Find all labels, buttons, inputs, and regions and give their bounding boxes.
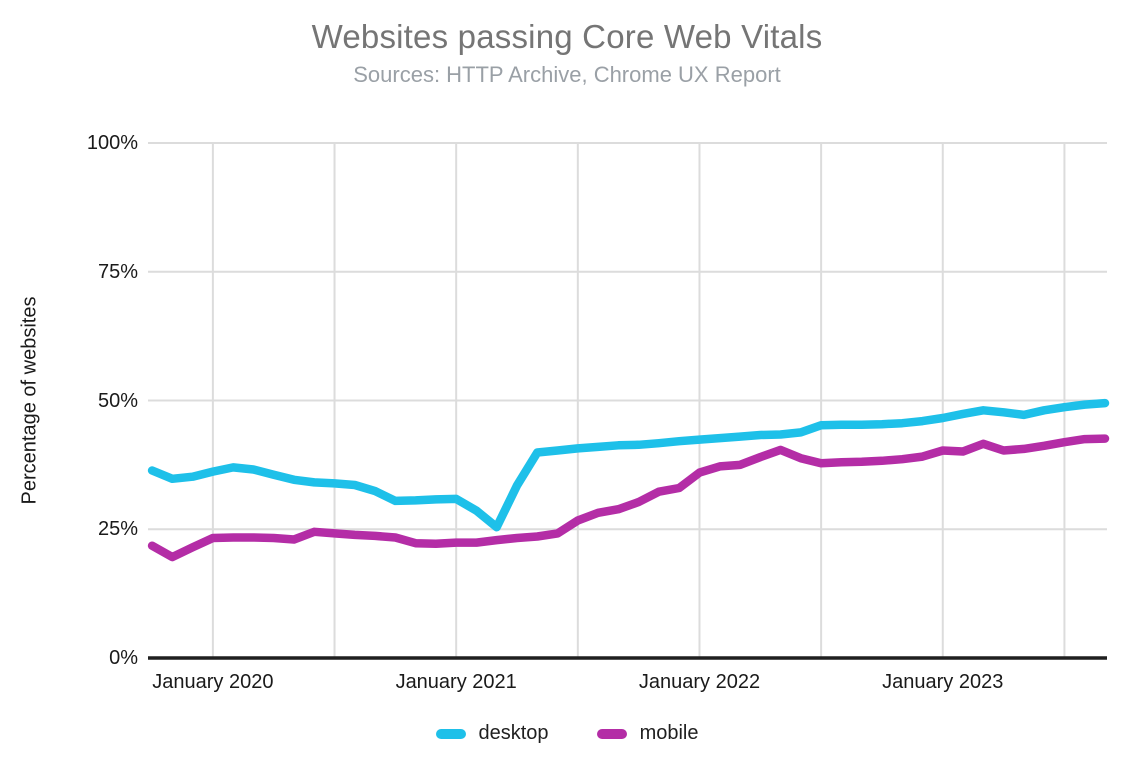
legend-item-desktop: desktop xyxy=(435,722,549,745)
y-tick-label: 25% xyxy=(97,518,138,541)
y-tick-label: 100% xyxy=(86,132,138,154)
x-tick-label: January 2022 xyxy=(638,671,761,693)
desktop-series-swatch-icon xyxy=(435,728,466,739)
series-line-desktop xyxy=(147,398,1110,532)
legend-label-mobile: mobile xyxy=(639,722,699,744)
mobile-series-swatch-icon xyxy=(596,728,627,739)
legend: desktop mobile xyxy=(0,722,1134,745)
x-tick-label: January 2021 xyxy=(395,671,517,693)
y-tick-label: 0% xyxy=(109,647,138,669)
chart-subtitle: Sources: HTTP Archive, Chrome UX Report xyxy=(353,62,781,87)
x-tick-label: January 2020 xyxy=(152,671,274,693)
x-tick-label: January 2023 xyxy=(882,671,1004,693)
y-tick-label: 50% xyxy=(97,389,138,412)
legend-item-mobile: mobile xyxy=(596,722,699,745)
y-tick-label: 75% xyxy=(97,260,138,283)
chart-title: Websites passing Core Web Vitals xyxy=(311,18,823,55)
legend-label-desktop: desktop xyxy=(478,722,549,744)
series-line-mobile xyxy=(147,434,1110,562)
